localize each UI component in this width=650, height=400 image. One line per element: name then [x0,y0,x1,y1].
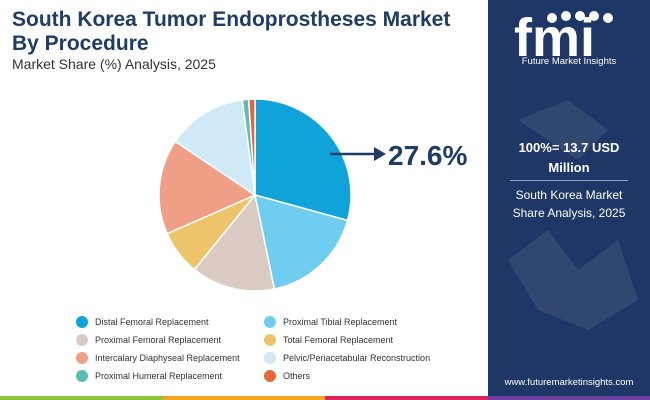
legend-label: Proximal Humeral Replacement [95,371,223,381]
sidebar-divider [510,180,628,181]
pie-slice-proximal-tibial-replacement [254,193,349,290]
market-total-line2: Million [548,160,590,175]
legend-swatch [76,352,88,364]
legend-swatch [264,316,276,328]
pie-slice-intercalary-diaphyseal-replacement [158,140,257,235]
legend-swatch [76,316,88,328]
legend-item: Proximal Femoral Replacement [76,334,221,346]
chart-title: South Korea Tumor Endoprostheses Market … [12,8,451,55]
pie-slice-others [247,98,256,196]
legend-item: Pelvic/Periacetabular Reconstruction [264,352,430,364]
legend-swatch [264,334,276,346]
logo-text: Future Market Insights [521,56,617,67]
callout-value: 27.6% [388,140,468,171]
legend-swatch [264,352,276,364]
legend-item: Distal Femoral Replacement [76,316,209,328]
info-sidebar: fmi Future Market Insights 100%= 13.7 US… [488,0,650,400]
chart-subtitle: Market Share (%) Analysis, 2025 [12,56,216,72]
legend-label: Intercalary Diaphyseal Replacement [95,353,240,363]
market-total-line1: 100%= 13.7 USD [518,140,620,155]
legend-swatch [264,370,276,382]
pie-slice-distal-femoral-replacement [254,98,352,222]
legend-item: Others [264,370,310,382]
chart-panel: South Korea Tumor Endoprostheses Market … [12,8,468,382]
legend-item: Proximal Humeral Replacement [76,370,222,382]
legend-item: Total Femoral Replacement [264,334,393,346]
callout-arrow-icon [330,147,386,161]
fmi-logo-icon: fmi [514,8,613,68]
market-total: 100%= 13.7 USD Million [488,138,650,178]
region-caption-line1: South Korea Market [515,188,623,202]
pie-slice-proximal-femoral-replacement [193,193,276,292]
legend-label: Total Femoral Replacement [283,335,394,345]
legend-item: Proximal Tibial Replacement [264,316,397,328]
bottom-color-bar [0,396,650,400]
region-caption-line2: Share Analysis, 2025 [512,206,626,220]
legend-label: Distal Femoral Replacement [95,317,209,327]
region-caption: South Korea Market Share Analysis, 2025 [488,186,650,222]
legend-item: Intercalary Diaphyseal Replacement [76,352,240,364]
legend-label: Proximal Tibial Replacement [283,317,398,327]
pie-slice-pelvic-periacetabular-reconstruction [174,99,256,197]
legend-label: Pelvic/Periacetabular Reconstruction [283,353,431,363]
background-pattern-icon [508,100,638,330]
pie-chart [158,98,352,292]
legend-label: Proximal Femoral Replacement [95,335,222,345]
legend-swatch [76,334,88,346]
legend-swatch [76,370,88,382]
legend-label: Others [283,371,311,381]
website-link[interactable]: www.futuremarketinsights.com [504,377,634,388]
